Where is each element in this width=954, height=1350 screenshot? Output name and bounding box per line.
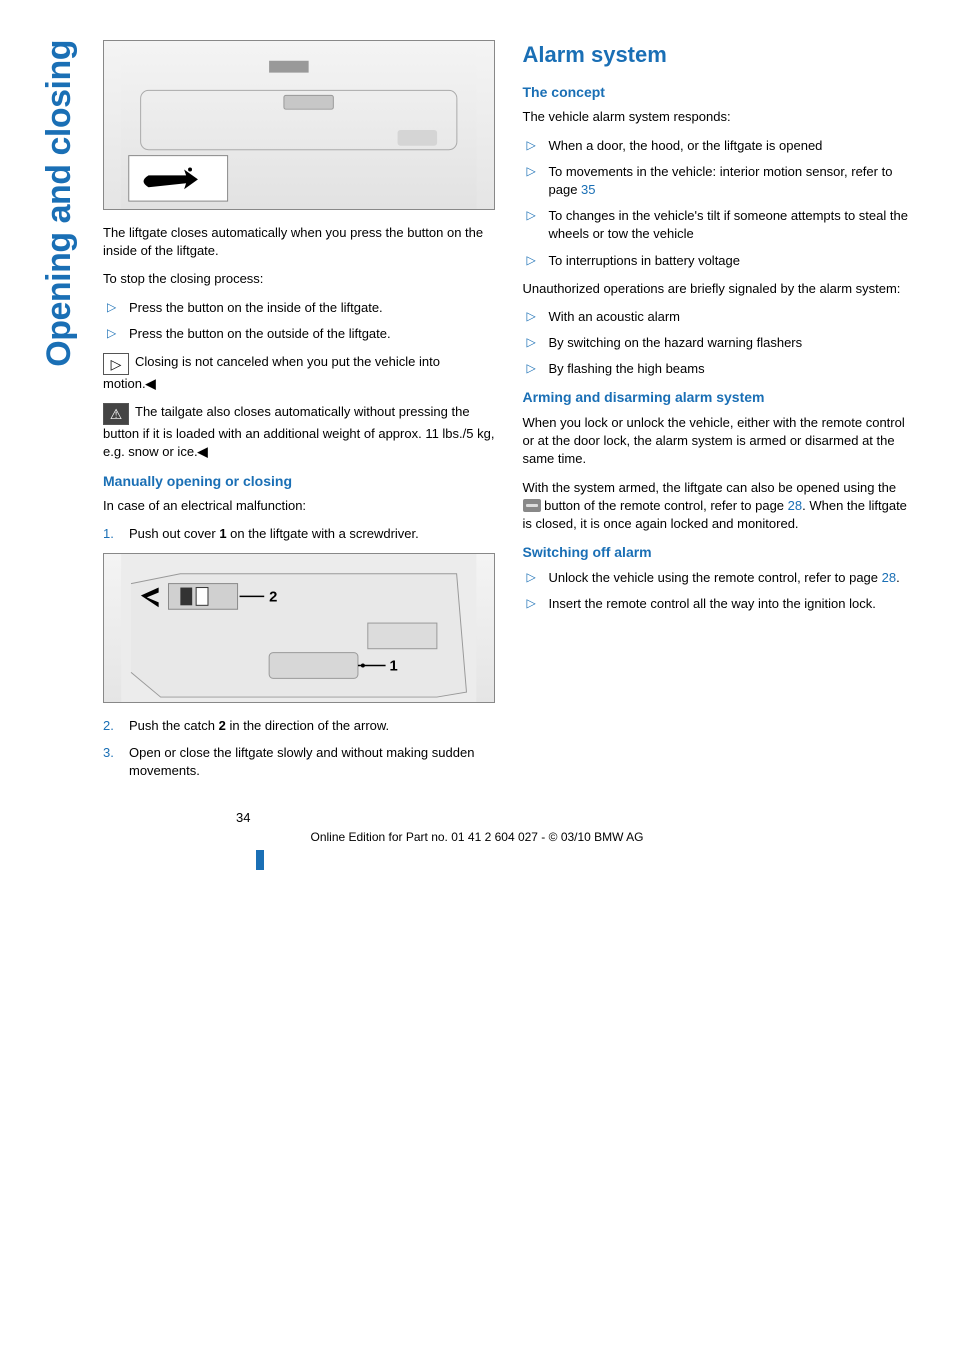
body-text: When you lock or unlock the vehicle, eit… <box>523 414 915 469</box>
body-text: The vehicle alarm system responds: <box>523 108 915 126</box>
page-link[interactable]: 28 <box>788 498 802 513</box>
list-item: Press the button on the outside of the l… <box>103 325 495 343</box>
subheading: Manually opening or closing <box>103 472 495 492</box>
body-text: Unauthorized operations are briefly sign… <box>523 280 915 298</box>
left-column: The liftgate closes automatically when y… <box>103 40 495 790</box>
footer-text: Online Edition for Part no. 01 41 2 604 … <box>0 810 954 844</box>
section-tab: Opening and closing <box>40 40 79 371</box>
list-item: By flashing the high beams <box>523 360 915 378</box>
list-item: To changes in the vehicle's tilt if some… <box>523 207 915 243</box>
list-item: Unlock the vehicle using the remote cont… <box>523 569 915 587</box>
body-text: With the system armed, the liftgate can … <box>523 479 915 534</box>
figure-liftgate-button <box>103 40 495 210</box>
list-item: 1. Push out cover 1 on the liftgate with… <box>103 525 495 543</box>
bullet-list: When a door, the hood, or the liftgate i… <box>523 137 915 270</box>
ordered-list: 2. Push the catch 2 in the direction of … <box>103 717 495 780</box>
list-item: With an acoustic alarm <box>523 308 915 326</box>
list-item: To interruptions in battery voltage <box>523 252 915 270</box>
warning-block: ⚠The tailgate also closes automatically … <box>103 403 495 461</box>
step-number: 3. <box>103 744 123 762</box>
step-number: 1. <box>103 525 123 543</box>
bullet-list: With an acoustic alarm By switching on t… <box>523 308 915 379</box>
page-number-bar-icon <box>256 850 264 870</box>
body-text: In case of an electrical malfunction: <box>103 497 495 515</box>
body-text: The liftgate closes automatically when y… <box>103 224 495 260</box>
note-icon: ▷ <box>103 353 129 375</box>
ordered-list: 1. Push out cover 1 on the liftgate with… <box>103 525 495 543</box>
right-column: Alarm system The concept The vehicle ala… <box>523 40 915 790</box>
two-column-layout: The liftgate closes automatically when y… <box>103 40 914 790</box>
list-item: 2. Push the catch 2 in the direction of … <box>103 717 495 735</box>
bullet-list: Press the button on the inside of the li… <box>103 299 495 343</box>
svg-text:2: 2 <box>269 590 277 606</box>
subheading: The concept <box>523 83 915 103</box>
page-link[interactable]: 35 <box>581 182 595 197</box>
subheading: Arming and disarming alarm system <box>523 388 915 408</box>
note-text: Closing is not canceled when you put the… <box>103 354 440 391</box>
figure-liftgate-cover: 2 1 <box>103 553 495 703</box>
list-item: Press the button on the inside of the li… <box>103 299 495 317</box>
list-item: Insert the remote control all the way in… <box>523 595 915 613</box>
svg-text:1: 1 <box>390 659 398 675</box>
page-link[interactable]: 28 <box>882 570 896 585</box>
step-number: 2. <box>103 717 123 735</box>
list-item: To movements in the vehicle: interior mo… <box>523 163 915 199</box>
bullet-list: Unlock the vehicle using the remote cont… <box>523 569 915 613</box>
note-block: ▷Closing is not canceled when you put th… <box>103 353 495 393</box>
list-item: When a door, the hood, or the liftgate i… <box>523 137 915 155</box>
list-item: 3. Open or close the liftgate slowly and… <box>103 744 495 780</box>
list-item: By switching on the hazard warning flash… <box>523 334 915 352</box>
heading: Alarm system <box>523 40 915 71</box>
page-number: 34 <box>236 810 250 825</box>
subheading: Switching off alarm <box>523 543 915 563</box>
warning-icon: ⚠ <box>103 403 129 425</box>
warning-text: The tailgate also closes automatically w… <box>103 404 494 459</box>
body-text: To stop the closing process: <box>103 270 495 288</box>
liftgate-button-icon <box>523 499 541 512</box>
page-footer: 34 Online Edition for Part no. 01 41 2 6… <box>0 810 954 870</box>
